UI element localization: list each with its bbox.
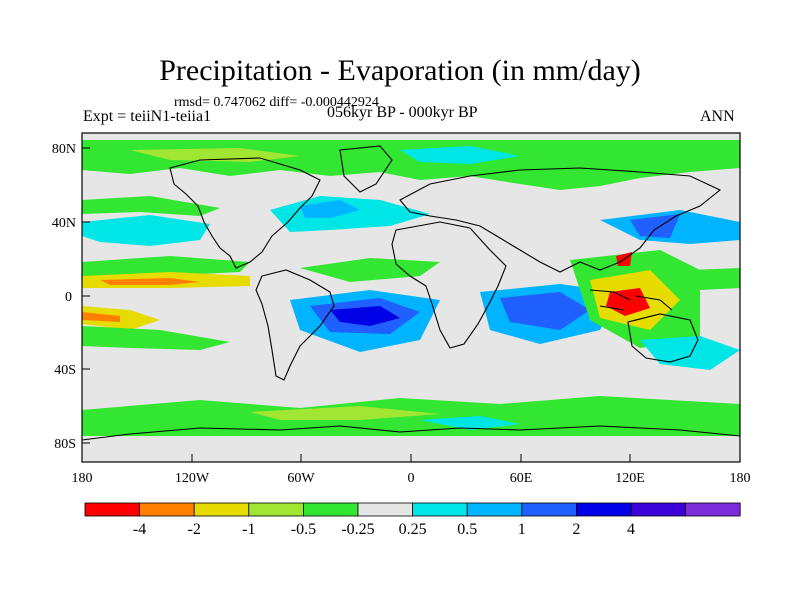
- experiment-label: Expt = teiiN1-teiia1: [83, 108, 212, 125]
- colorbar-swatch: [521, 502, 577, 517]
- lon-label-0: 0: [408, 471, 415, 486]
- colorbar-swatch: [630, 502, 686, 517]
- colorbar-swatch: [466, 502, 523, 517]
- lon-axis: [81, 454, 741, 462]
- colorbar: [84, 502, 741, 517]
- coastline-australia: [627, 313, 699, 363]
- lat-label-0: 0: [65, 290, 72, 305]
- coastline-eurasia: [399, 167, 722, 273]
- lon-label-180w: 180: [72, 471, 93, 486]
- colorbar-label: -4: [133, 521, 146, 538]
- pe-satlantic-deep: [330, 306, 400, 326]
- pe-npacific-green: [82, 196, 220, 216]
- colorbar-swatch: [412, 502, 468, 517]
- stats-label: rmsd= 0.747062 diff= -0.000442924: [174, 95, 379, 110]
- colorbar-swatch: [357, 502, 413, 517]
- colorbar-swatch: [84, 502, 140, 517]
- coastline-antarctica: [81, 425, 741, 441]
- period-label: 056kyr BP - 000kyr BP: [327, 104, 478, 121]
- colorbar-label: -2: [188, 521, 201, 538]
- pe-spacific-yellow: [82, 306, 160, 330]
- lat-label-40s: 40S: [54, 363, 76, 378]
- coastline-north-america: [169, 157, 321, 269]
- colorbar-swatch: [139, 502, 195, 517]
- lon-labels: 180 120W 60W 0 60E 120E 180: [72, 471, 751, 486]
- pe-band-north-cyan: [400, 146, 520, 164]
- lat-label-80n: 80N: [52, 142, 76, 157]
- colorbar-swatch: [685, 502, 741, 517]
- colorbar-label: -0.5: [291, 521, 316, 538]
- pe-band-south-light: [250, 406, 440, 420]
- coastlines: [81, 145, 741, 441]
- coastline-indonesia: [589, 289, 673, 311]
- lat-labels: 80N 40N 0 40S 80S: [52, 142, 76, 452]
- pe-spacific-orange: [82, 312, 120, 322]
- lat-label-40n: 40N: [52, 216, 76, 231]
- coastline-south-america: [255, 269, 335, 381]
- lon-label-60w: 60W: [287, 471, 315, 486]
- pe-npacific: [82, 215, 210, 246]
- lat-label-80s: 80S: [54, 437, 76, 452]
- colorbar-label: 2: [572, 521, 580, 538]
- lon-label-60e: 60E: [510, 471, 533, 486]
- colorbar-label: 0.5: [457, 521, 477, 538]
- pe-warm-pool-east: [690, 268, 740, 290]
- season-label: ANN: [700, 108, 735, 125]
- plot-title: Precipitation - Evaporation (in mm/day): [159, 54, 641, 87]
- colorbar-swatch: [193, 502, 250, 517]
- pe-indian-ocean-blue: [500, 292, 590, 330]
- pe-spacific-green: [82, 326, 230, 350]
- pe-subtrop-north-orange: [100, 278, 200, 285]
- pe-atl-trop: [300, 258, 440, 282]
- colorbar-labels: -4 -2 -1 -0.5 -0.25 0.25 0.5 1 2 4: [133, 521, 635, 538]
- coastline-greenland: [339, 145, 393, 193]
- pe-band-south-cyan: [420, 416, 520, 430]
- pe-nw-pacific-blue: [630, 214, 680, 238]
- colorbar-label: 1: [518, 521, 526, 538]
- pe-subtrop-north: [82, 256, 250, 276]
- pe-natlantic-blue: [300, 200, 360, 218]
- coastline-africa: [391, 221, 507, 349]
- colorbar-label: -1: [242, 521, 255, 538]
- map-field: [81, 133, 741, 462]
- colorbar-swatch: [302, 502, 359, 517]
- lat-axis: [82, 147, 90, 444]
- colorbar-label: 4: [627, 521, 635, 538]
- lon-label-180e: 180: [730, 471, 751, 486]
- lon-label-120w: 120W: [175, 471, 210, 486]
- colorbar-swatch: [576, 502, 632, 517]
- lon-label-120e: 120E: [615, 471, 645, 486]
- colorbar-label: 0.25: [399, 521, 427, 538]
- colorbar-label: -0.25: [341, 521, 374, 538]
- colorbar-swatch: [248, 502, 304, 517]
